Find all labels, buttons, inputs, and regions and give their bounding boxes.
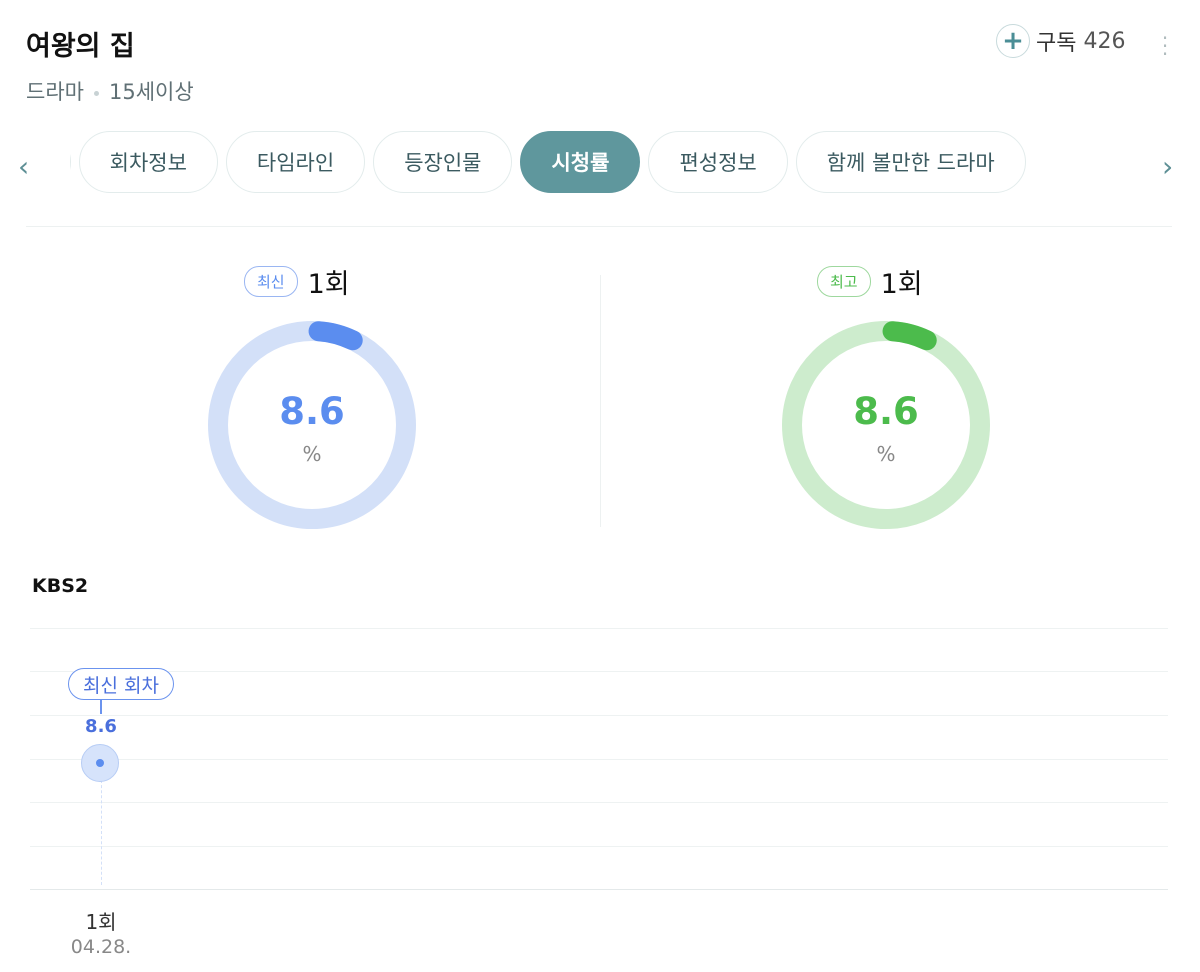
- best-rating-unit: %: [876, 442, 896, 466]
- latest-header: 최신 1회: [244, 262, 350, 301]
- latest-rating-unit: %: [302, 442, 322, 466]
- donut-arc: [782, 321, 990, 529]
- best-episode: 1회: [880, 269, 923, 300]
- divider: [600, 275, 601, 527]
- chevron-left-icon[interactable]: ‹: [18, 150, 30, 183]
- more-options-icon[interactable]: · · ·: [1161, 26, 1169, 66]
- tab-0[interactable]: 영상: [70, 131, 71, 193]
- tab-1[interactable]: 회차정보: [78, 131, 218, 193]
- chevron-right-icon[interactable]: ›: [1162, 150, 1174, 183]
- data-point-dot: [96, 759, 104, 767]
- tab-2[interactable]: 타임라인: [225, 131, 366, 193]
- gridline: [30, 802, 1168, 803]
- divider: [26, 226, 1172, 227]
- x-tick-episode: 1회: [85, 910, 117, 934]
- best-badge: 최고: [817, 266, 871, 297]
- tab-4[interactable]: 시청률: [520, 131, 641, 193]
- page-title: 여왕의 집: [26, 31, 135, 62]
- plus-icon: +: [996, 24, 1030, 58]
- x-tick-date: 04.28.: [70, 936, 132, 958]
- best-header: 최고 1회: [817, 262, 923, 301]
- best-donut: [782, 321, 990, 529]
- gridline: [30, 671, 1168, 672]
- latest-episode-annotation: 최신 회차: [68, 668, 174, 700]
- donut-arc: [208, 321, 416, 529]
- latest-rating-value: 8.6: [279, 390, 345, 433]
- subscribe-count: 426: [1083, 28, 1126, 54]
- tab-6[interactable]: 함께 볼만한 드라마: [795, 131, 1026, 193]
- age-rating: 15세이상: [108, 80, 194, 104]
- x-axis-line: [30, 889, 1168, 890]
- latest-episode: 1회: [307, 269, 350, 300]
- gridline: [30, 759, 1168, 760]
- best-rating-value: 8.6: [853, 390, 919, 433]
- subscribe-label: 구독: [1036, 31, 1077, 56]
- annotation-line: [100, 700, 102, 714]
- meta-info: 드라마 15세이상: [26, 76, 194, 106]
- subscribe-button[interactable]: + 구독 426: [996, 24, 1125, 58]
- tab-3[interactable]: 등장인물: [373, 131, 513, 193]
- data-label: 8.6: [85, 716, 117, 737]
- point-guide-line: [101, 780, 102, 885]
- genre: 드라마: [26, 80, 84, 104]
- gridline: [30, 628, 1168, 629]
- latest-donut: [208, 321, 416, 529]
- latest-badge: 최신: [244, 266, 298, 297]
- tab-bar: 영상회차정보타임라인등장인물시청률편성정보함께 볼만한 드라마: [70, 131, 1132, 195]
- data-point[interactable]: [81, 744, 119, 782]
- gridline: [30, 846, 1168, 847]
- gridline: [30, 715, 1168, 716]
- channel-label: KBS2: [32, 575, 89, 597]
- tab-5[interactable]: 편성정보: [648, 131, 788, 193]
